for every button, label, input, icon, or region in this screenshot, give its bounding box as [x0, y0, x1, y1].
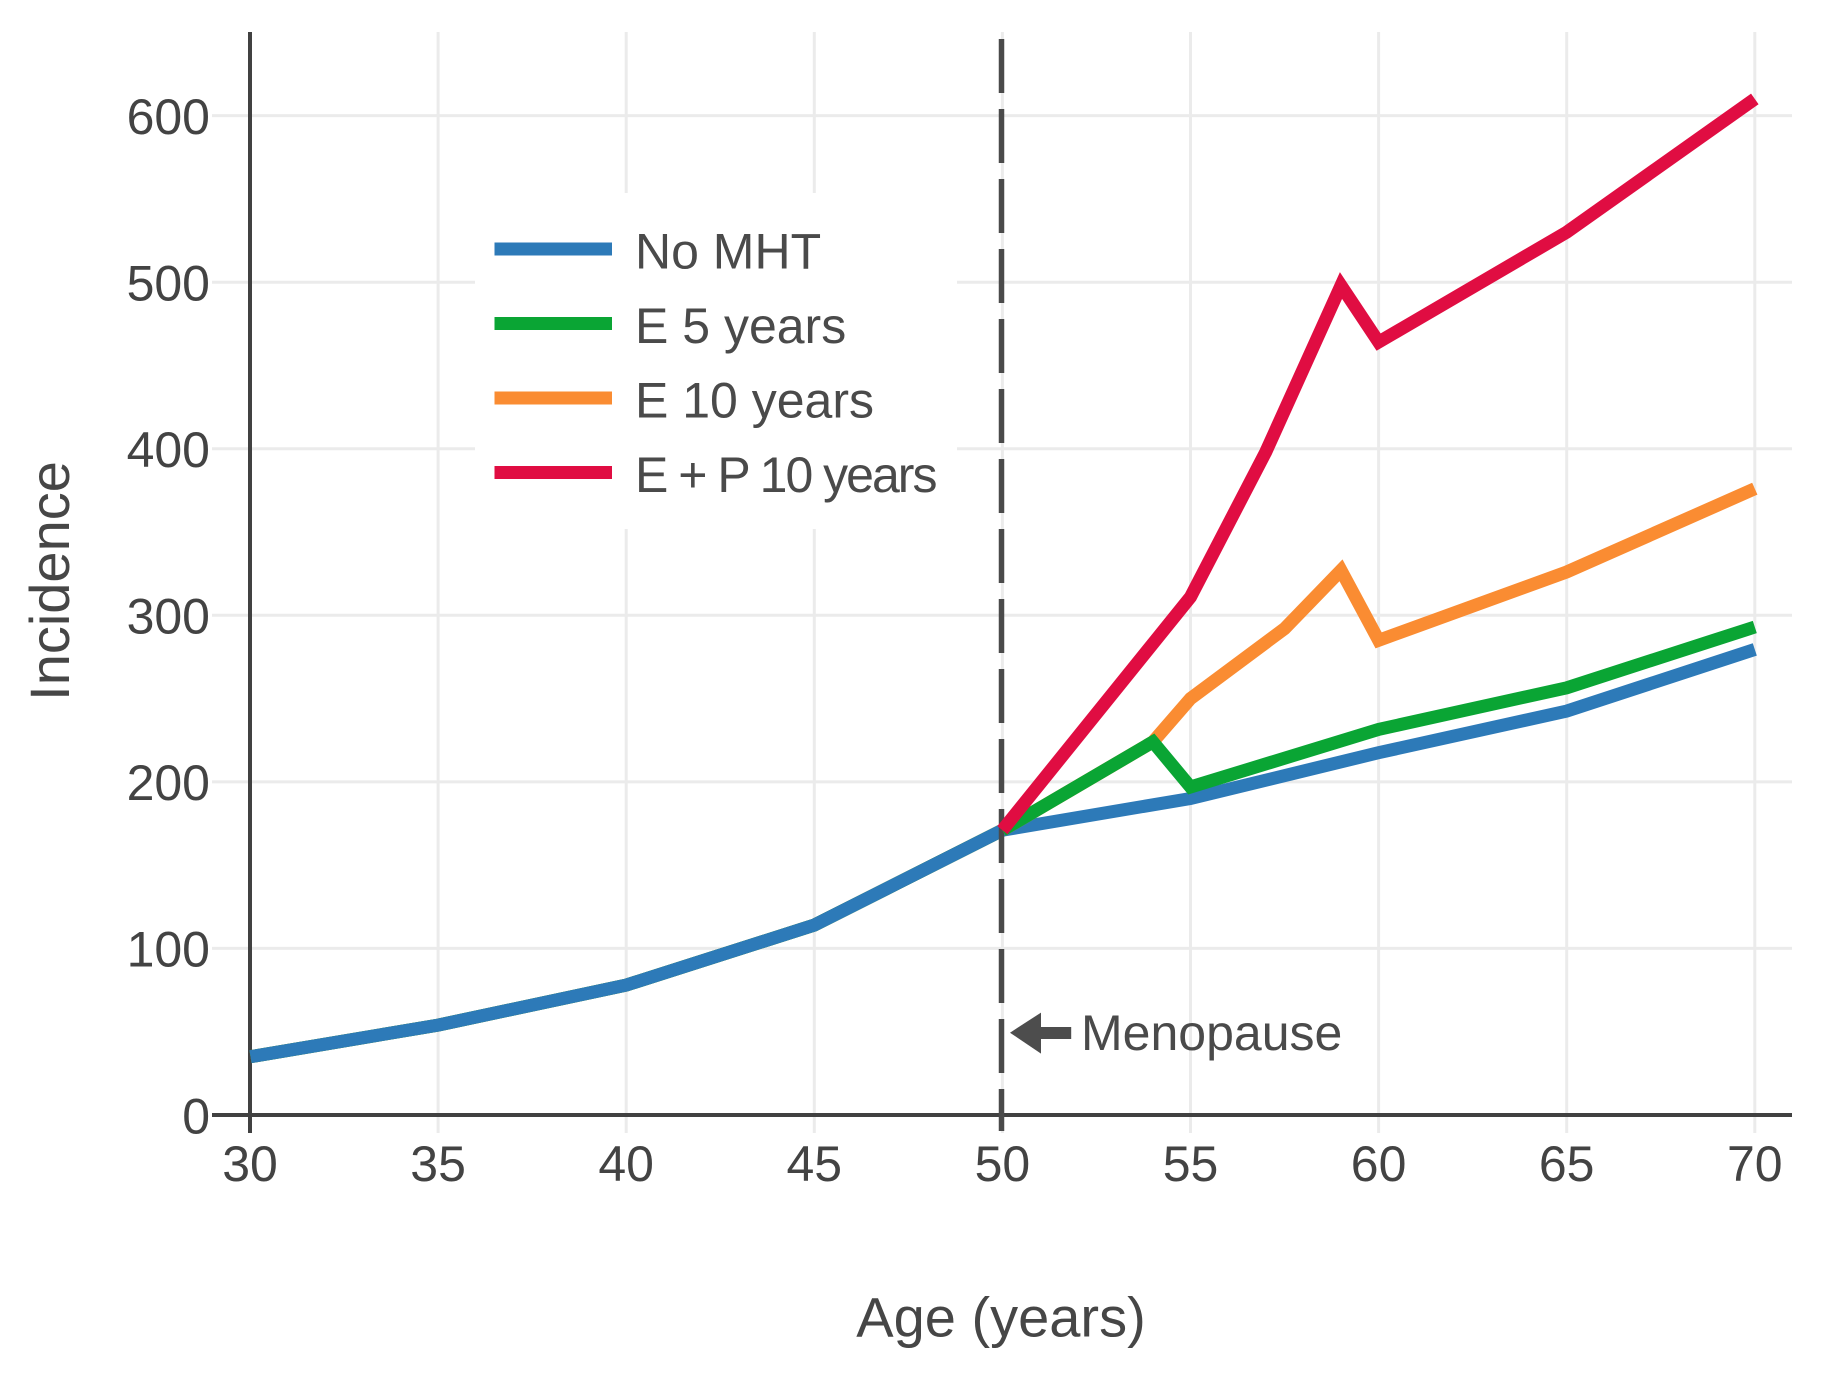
- svg-text:0: 0: [182, 1088, 210, 1144]
- svg-text:65: 65: [1539, 1136, 1595, 1192]
- svg-text:No MHT: No MHT: [635, 224, 821, 280]
- svg-text:40: 40: [598, 1136, 654, 1192]
- svg-text:100: 100: [127, 922, 210, 978]
- svg-text:Menopause: Menopause: [1081, 1005, 1342, 1061]
- svg-text:35: 35: [410, 1136, 466, 1192]
- svg-text:200: 200: [127, 755, 210, 811]
- svg-text:55: 55: [1163, 1136, 1219, 1192]
- svg-text:300: 300: [127, 589, 210, 645]
- svg-text:500: 500: [127, 256, 210, 312]
- svg-text:E 10 years: E 10 years: [635, 373, 874, 429]
- svg-text:30: 30: [222, 1136, 278, 1192]
- svg-text:Age (years): Age (years): [856, 1286, 1145, 1349]
- svg-text:70: 70: [1727, 1136, 1783, 1192]
- svg-text:E 5 years: E 5 years: [635, 298, 846, 354]
- svg-text:E + P 10 years: E + P 10 years: [635, 447, 936, 503]
- svg-text:400: 400: [127, 422, 210, 478]
- svg-text:Incidence: Incidence: [18, 461, 81, 701]
- svg-text:45: 45: [786, 1136, 842, 1192]
- svg-text:600: 600: [127, 89, 210, 145]
- svg-text:50: 50: [975, 1136, 1031, 1192]
- svg-text:60: 60: [1351, 1136, 1407, 1192]
